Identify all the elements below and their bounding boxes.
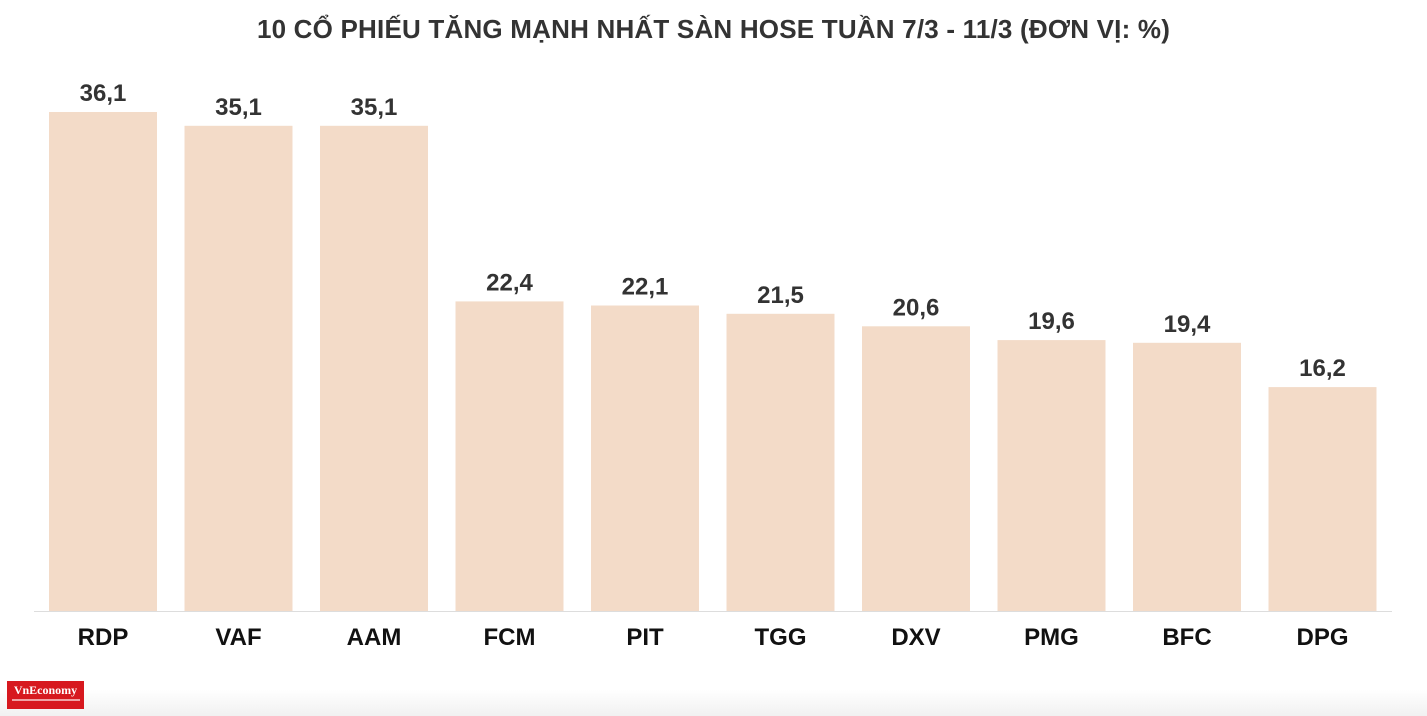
tick-labels-layer: RDP VAF AAM FCM PIT TGG DXV PMG BFC DPG <box>78 624 1349 651</box>
bar-pit <box>591 305 699 611</box>
bar-tgg <box>726 313 835 611</box>
tick-label-tgg: TGG <box>755 624 807 651</box>
tick-label-pit: PIT <box>626 624 664 651</box>
tick-label-aam: AAM <box>347 624 402 651</box>
tick-label-dpg: DPG <box>1296 624 1348 651</box>
value-labels-layer: 36,1 35,1 35,1 22,4 22,1 21,5 20,6 19,6 19,4 16,2 <box>80 80 1346 382</box>
tick-label-vaf: VAF <box>215 624 261 651</box>
value-label-dxv: 20,6 <box>893 294 940 321</box>
bar-bfc <box>1133 342 1241 611</box>
logo-text: VnEconomy <box>13 683 78 697</box>
value-label-aam: 35,1 <box>351 94 398 121</box>
tick-label-rdp: RDP <box>78 624 129 651</box>
value-label-pit: 22,1 <box>622 274 669 301</box>
bar-vaf <box>184 125 293 612</box>
bar-dxv <box>862 326 970 611</box>
vneconomy-logo: VnEconomy <box>7 681 84 709</box>
value-label-fcm: 22,4 <box>486 269 533 296</box>
value-label-dpg: 16,2 <box>1299 355 1346 382</box>
value-label-tgg: 21,5 <box>757 282 804 309</box>
tick-label-fcm: FCM <box>484 624 536 651</box>
bars-layer <box>49 112 1377 612</box>
value-label-vaf: 35,1 <box>215 94 262 121</box>
value-label-bfc: 19,4 <box>1164 311 1211 338</box>
bar-fcm <box>455 301 564 611</box>
tick-label-bfc: BFC <box>1162 624 1211 651</box>
bar-aam <box>320 125 428 612</box>
footer-strip <box>0 690 1427 716</box>
chart-title: 10 CỔ PHIẾU TĂNG MẠNH NHẤT SÀN HOSE TUẦN… <box>256 14 1171 44</box>
logo-tagline <box>11 699 80 701</box>
tick-label-pmg: PMG <box>1024 624 1079 651</box>
bar-dpg <box>1268 387 1377 611</box>
value-label-rdp: 36,1 <box>80 80 127 107</box>
value-label-pmg: 19,6 <box>1028 308 1075 335</box>
bar-pmg <box>997 340 1106 611</box>
bar-rdp <box>49 112 157 611</box>
tick-label-dxv: DXV <box>891 624 940 651</box>
